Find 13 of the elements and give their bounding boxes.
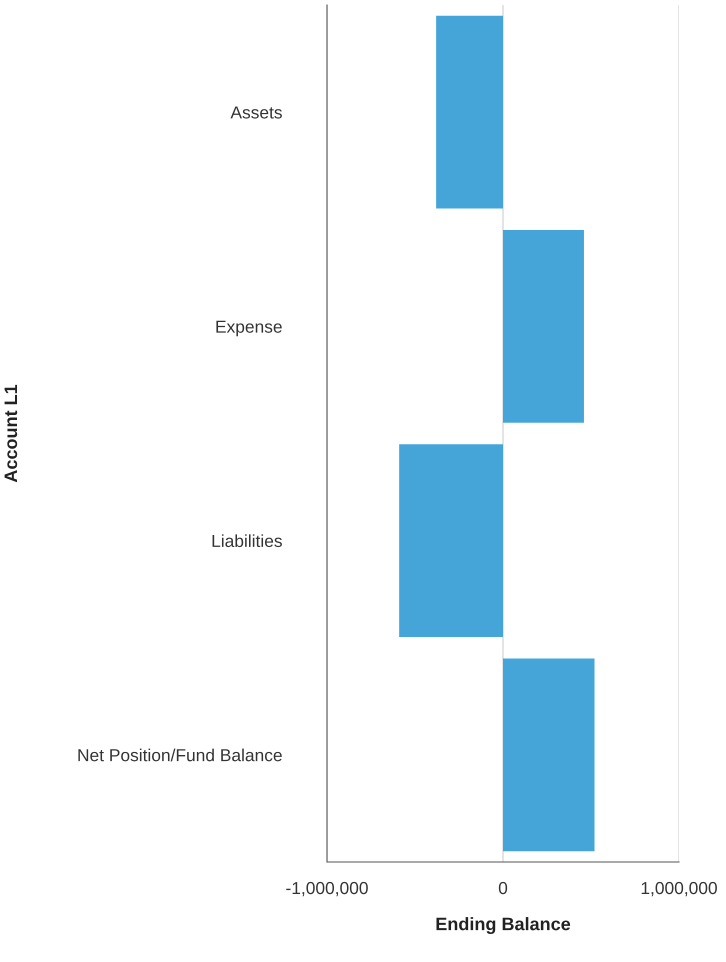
y-axis-title: Account L1 xyxy=(4,384,18,482)
bar xyxy=(399,444,503,638)
y-tick-label: Liabilities xyxy=(212,534,282,548)
x-tick-label: 0 xyxy=(498,882,508,894)
x-tick-label: 1,000,000 xyxy=(642,882,717,896)
x-axis-title: Ending Balance xyxy=(436,917,570,934)
y-tick-label: Assets xyxy=(230,106,282,119)
bar xyxy=(503,230,584,423)
x-tick-label: -1,000,000 xyxy=(286,882,368,896)
y-tick-label: Expense xyxy=(216,320,282,336)
y-tick-label: Net Position/Fund Balance xyxy=(78,748,282,762)
bar xyxy=(503,658,595,852)
bar xyxy=(436,16,503,209)
